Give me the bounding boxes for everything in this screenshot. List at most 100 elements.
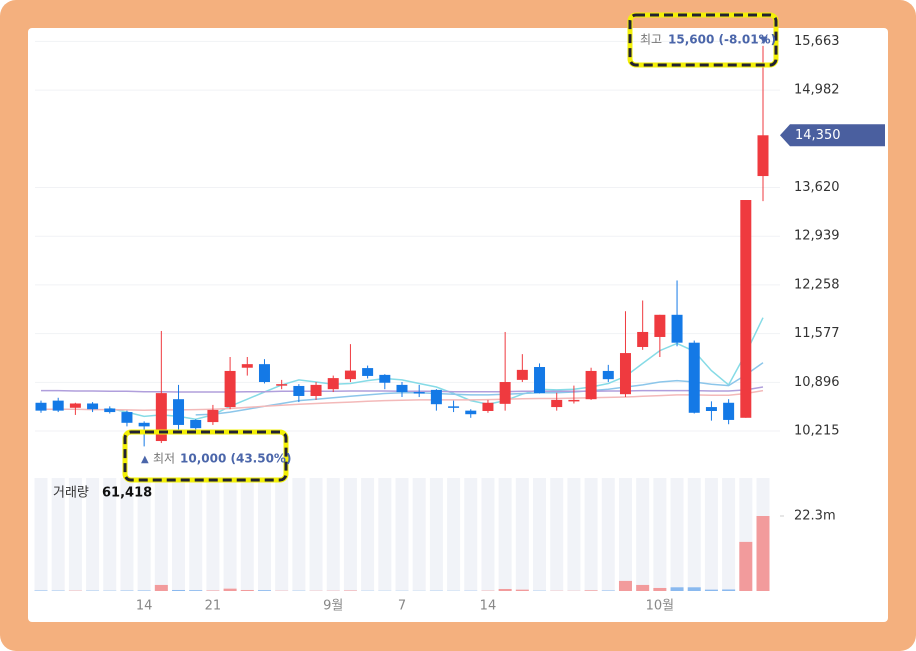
x-tick-label: 10월 bbox=[646, 599, 675, 614]
volume-column-bg bbox=[326, 478, 340, 591]
volume-tick-label: 22.3m bbox=[794, 509, 836, 524]
candle-body bbox=[87, 403, 99, 410]
candle-body bbox=[310, 384, 322, 396]
candle-body bbox=[723, 402, 735, 420]
volume-bar bbox=[257, 590, 271, 591]
volume-column-bg bbox=[429, 478, 443, 591]
candle-body bbox=[619, 353, 631, 395]
volume-column-bg bbox=[447, 478, 461, 591]
candle-body bbox=[534, 367, 546, 394]
volume-column-bg bbox=[240, 478, 254, 591]
volume-bar bbox=[189, 590, 203, 591]
volume-label: 거래량 bbox=[53, 486, 89, 501]
volume-column-bg bbox=[412, 478, 426, 591]
volume-column-bg bbox=[395, 478, 409, 591]
volume-column-bg bbox=[533, 478, 547, 591]
x-tick-label: 14 bbox=[136, 599, 153, 614]
volume-column-bg bbox=[722, 478, 736, 591]
volume-column-bg bbox=[550, 478, 564, 591]
last-price-label: 14,350 bbox=[795, 128, 841, 143]
volume-bar bbox=[584, 590, 598, 591]
volume-column-bg bbox=[292, 478, 306, 591]
volume-column-bg bbox=[601, 478, 615, 591]
candle-body bbox=[344, 370, 356, 380]
highlight-box bbox=[123, 430, 288, 482]
candle-body bbox=[327, 378, 339, 390]
volume-column-bg bbox=[275, 478, 289, 591]
volume-bar bbox=[515, 589, 529, 591]
volume-column-bg bbox=[704, 478, 718, 591]
volume-bar bbox=[172, 589, 186, 591]
candle-body bbox=[585, 370, 597, 400]
volume-bar bbox=[601, 590, 615, 591]
volume-bar bbox=[206, 590, 220, 591]
volume-bar bbox=[739, 541, 753, 591]
candle-body bbox=[35, 402, 47, 411]
volume-column-bg bbox=[257, 478, 271, 591]
volume-column-bg bbox=[206, 478, 220, 591]
panel bbox=[28, 28, 888, 622]
volume-column-bg bbox=[464, 478, 478, 591]
candle-body bbox=[688, 342, 700, 413]
y-tick-label: 11,577 bbox=[794, 326, 840, 341]
x-tick-label: 21 bbox=[205, 599, 222, 614]
last-price-flag bbox=[780, 124, 885, 147]
volume-column-bg bbox=[343, 478, 357, 591]
volume-column-bg bbox=[223, 478, 237, 591]
y-tick-label: 13,620 bbox=[794, 180, 840, 195]
volume-column-bg bbox=[103, 478, 117, 591]
candle-body bbox=[379, 374, 391, 383]
candle-body bbox=[551, 399, 563, 408]
candle-body bbox=[602, 370, 614, 380]
volume-column-bg bbox=[670, 478, 684, 591]
candle-body bbox=[499, 382, 511, 404]
candle-body bbox=[705, 407, 717, 411]
volume-column-bg bbox=[309, 478, 323, 591]
volume-bar bbox=[240, 589, 254, 591]
volume-bar bbox=[687, 587, 701, 591]
volume-column-bg bbox=[636, 478, 650, 591]
down-arrow: ▼ bbox=[760, 35, 768, 46]
volume-bar bbox=[618, 580, 632, 591]
volume-bar bbox=[756, 516, 770, 591]
low-label: 최저 bbox=[153, 452, 175, 466]
up-arrow: ▲ bbox=[141, 454, 149, 465]
volume-column-bg bbox=[154, 478, 168, 591]
y-tick-label: 15,663 bbox=[794, 34, 840, 49]
volume-column-bg bbox=[137, 478, 151, 591]
candle-body bbox=[637, 331, 649, 347]
candle-body bbox=[138, 422, 150, 427]
volume-column-bg bbox=[86, 478, 100, 591]
high-text: 15,600 (-8.01%) bbox=[668, 33, 776, 47]
candle-body bbox=[224, 370, 236, 408]
candle-body bbox=[104, 408, 116, 413]
candle-body bbox=[293, 385, 305, 396]
candle-body bbox=[190, 419, 202, 429]
y-tick-label: 12,258 bbox=[794, 277, 840, 292]
candle-body bbox=[430, 389, 442, 405]
y-tick-label: 12,939 bbox=[794, 229, 840, 244]
candle-body bbox=[276, 384, 288, 386]
volume-bar bbox=[670, 587, 684, 591]
moving-average-line bbox=[109, 317, 764, 420]
volume-column-bg bbox=[481, 478, 495, 591]
y-tick-label: 10,896 bbox=[794, 375, 840, 390]
candle-body bbox=[516, 369, 528, 380]
candle-body bbox=[396, 384, 408, 393]
candle-body bbox=[740, 200, 752, 418]
volume-column-bg bbox=[498, 478, 512, 591]
y-tick-label: 14,982 bbox=[794, 83, 840, 98]
volume-column-bg bbox=[618, 478, 632, 591]
volume-column-bg bbox=[51, 478, 65, 591]
high-label: 최고 bbox=[640, 33, 662, 47]
volume-bar bbox=[704, 589, 718, 591]
candle-body bbox=[465, 410, 477, 415]
volume-bar bbox=[34, 590, 48, 591]
candle-body bbox=[448, 406, 460, 408]
candle-body bbox=[121, 412, 133, 423]
candle-body bbox=[362, 368, 374, 376]
volume-column-bg bbox=[584, 478, 598, 591]
x-tick-label: 7 bbox=[398, 599, 406, 614]
candle-body bbox=[482, 402, 494, 411]
